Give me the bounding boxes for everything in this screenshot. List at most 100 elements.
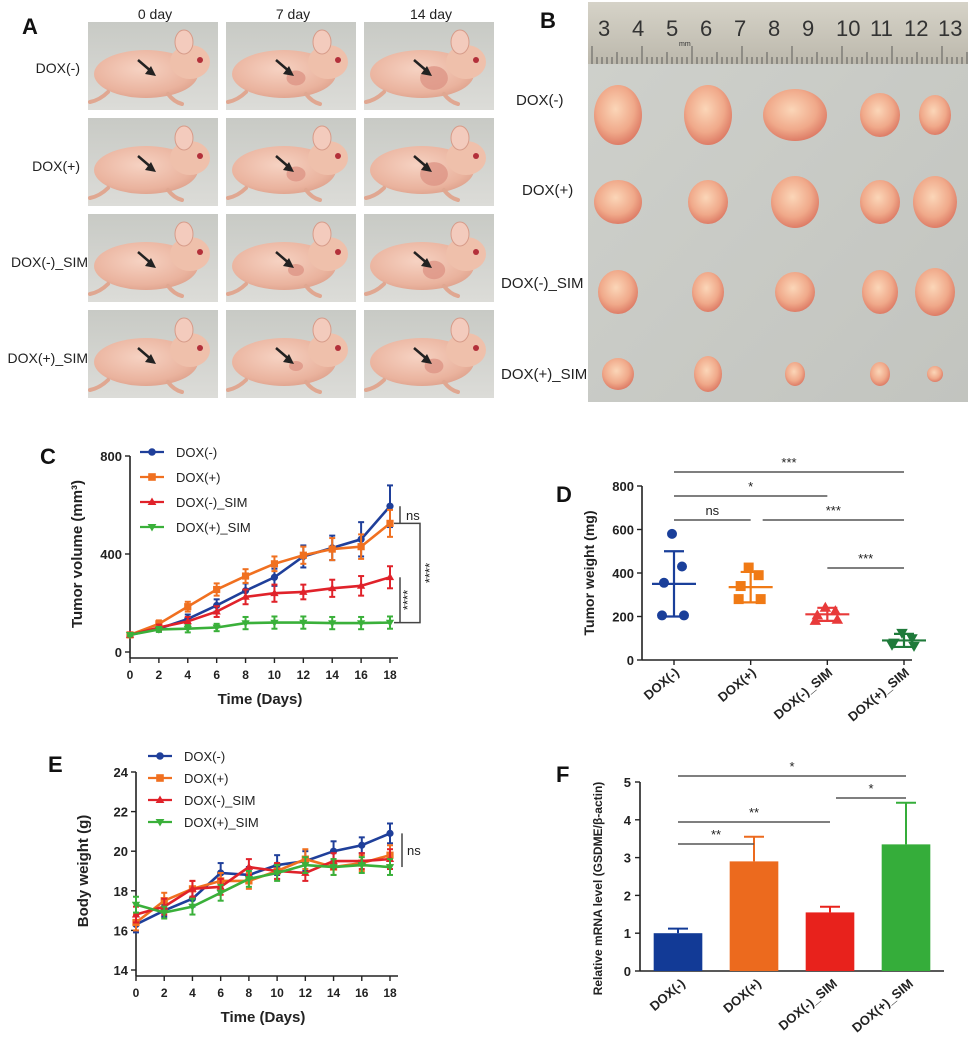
data-point bbox=[299, 619, 308, 627]
data-point bbox=[270, 588, 279, 597]
significance-label: * bbox=[868, 781, 873, 796]
data-point bbox=[356, 581, 366, 589]
y-tick-label: 2 bbox=[624, 888, 631, 903]
mouse-leg bbox=[442, 188, 460, 202]
data-point bbox=[131, 901, 141, 909]
mouse-leg bbox=[88, 90, 110, 104]
tumor-r2-c1 bbox=[692, 272, 724, 312]
mouse-ear bbox=[450, 125, 470, 151]
y-tick-label: 0 bbox=[627, 653, 634, 668]
legend-label: DOX(-) bbox=[184, 749, 225, 764]
mouse-leg bbox=[166, 92, 184, 106]
mouse-head bbox=[308, 237, 348, 271]
y-tick-label: 0 bbox=[115, 645, 122, 660]
mouse-head bbox=[446, 141, 486, 175]
data-point bbox=[385, 619, 395, 627]
legend: DOX(-) DOX(+) DOX(-)_SIM DOX(+)_SIM bbox=[148, 749, 259, 830]
mouse-leg bbox=[304, 188, 322, 202]
x-tick-label: DOX(+) bbox=[720, 976, 764, 1016]
ruler-number: 3 bbox=[598, 16, 610, 41]
mouse-photo-r2-c0 bbox=[88, 214, 218, 302]
tumor-r0-c2 bbox=[763, 89, 827, 141]
x-axis-label: Time (Days) bbox=[221, 1009, 306, 1026]
data-point bbox=[241, 620, 250, 628]
data-point bbox=[183, 617, 192, 625]
data-point bbox=[241, 572, 250, 580]
x-tick-label: DOX(+)_SIM bbox=[849, 976, 916, 1036]
legend-marker bbox=[148, 448, 156, 456]
group-doxneg-sim bbox=[805, 601, 850, 625]
series-line-doxpos-sim bbox=[129, 621, 391, 637]
panel-d-letter: D bbox=[556, 482, 572, 507]
annotation-ns: ns bbox=[407, 843, 421, 858]
legend-label: DOX(+)_SIM bbox=[176, 520, 251, 535]
mouse-photo-r1-c1 bbox=[226, 118, 356, 206]
data-point bbox=[743, 562, 754, 573]
tumor-r2-c2 bbox=[775, 272, 815, 312]
x-tick-label: 2 bbox=[161, 986, 168, 1000]
y-tick-label: 24 bbox=[114, 765, 129, 780]
tumor-r1-c1 bbox=[688, 180, 728, 224]
tumor-r0-c3 bbox=[860, 93, 900, 137]
arrow-icon bbox=[145, 66, 156, 76]
mouse-leg bbox=[364, 378, 386, 392]
data-point bbox=[188, 903, 197, 911]
mouse-photo-r2-c2 bbox=[364, 214, 494, 302]
tumor-r3-c1 bbox=[694, 356, 722, 392]
x-tick-label: 14 bbox=[327, 986, 341, 1000]
tumor-r3-c4 bbox=[927, 366, 943, 382]
x-tick-label: DOX(-)_SIM bbox=[776, 976, 840, 1033]
mouse-photo-r1-c0 bbox=[88, 118, 218, 206]
x-tick-label: 4 bbox=[189, 986, 196, 1000]
mouse-head bbox=[170, 333, 210, 367]
y-tick-label: 3 bbox=[624, 851, 631, 866]
series-doxneg bbox=[126, 484, 394, 639]
y-tick-label: 800 bbox=[100, 449, 122, 464]
significance-label: ** bbox=[749, 805, 759, 820]
mouse-head bbox=[308, 333, 348, 367]
ruler-number: 9 bbox=[802, 16, 814, 41]
series-doxpos-sim bbox=[131, 856, 395, 920]
mouse-eye bbox=[335, 57, 341, 63]
ruler-number: 4 bbox=[632, 16, 644, 41]
mouse-photo-r1-c2 bbox=[364, 118, 494, 206]
mouse-ear bbox=[174, 125, 194, 151]
panel-e-letter: E bbox=[48, 752, 63, 777]
panel-b-letter: B bbox=[540, 8, 556, 33]
data-point bbox=[386, 502, 394, 510]
y-axis-label: Body weight (g) bbox=[75, 815, 92, 928]
tumor-row-label-dox-neg-sim: DOX(-)_SIM bbox=[501, 275, 584, 292]
mouse-eye bbox=[197, 57, 203, 63]
mouse-eye bbox=[473, 57, 479, 63]
data-point bbox=[679, 610, 689, 621]
legend-marker bbox=[147, 497, 157, 506]
data-point bbox=[299, 587, 308, 595]
y-tick-label: 1 bbox=[624, 926, 631, 941]
y-tick-label: 0 bbox=[624, 964, 631, 979]
ruler-number: 10 bbox=[836, 16, 860, 41]
data-point bbox=[299, 551, 307, 559]
data-point bbox=[906, 634, 918, 645]
data-point bbox=[886, 640, 898, 651]
ruler bbox=[588, 2, 968, 64]
mouse-eye bbox=[473, 249, 479, 255]
legend-marker bbox=[148, 473, 156, 481]
mouse-ear bbox=[312, 29, 332, 55]
data-point bbox=[154, 626, 164, 634]
series-doxpos-sim bbox=[125, 615, 395, 640]
y-tick-label: 14 bbox=[114, 963, 129, 978]
x-tick-label: 6 bbox=[217, 986, 224, 1000]
mouse-leg bbox=[304, 284, 322, 298]
series-doxneg-sim bbox=[125, 565, 395, 638]
data-point bbox=[301, 862, 310, 870]
data-point bbox=[753, 570, 764, 581]
legend: DOX(-) DOX(+) DOX(-)_SIM DOX(+)_SIM bbox=[140, 445, 251, 535]
mouse-eye bbox=[335, 345, 341, 351]
x-tick-label: DOX(+)_SIM bbox=[845, 665, 912, 725]
tumor-r1-c3 bbox=[860, 180, 900, 224]
legend-label: DOX(-)_SIM bbox=[184, 793, 256, 808]
mouse-ear bbox=[312, 221, 332, 247]
data-point bbox=[244, 876, 254, 884]
data-point bbox=[328, 620, 337, 628]
